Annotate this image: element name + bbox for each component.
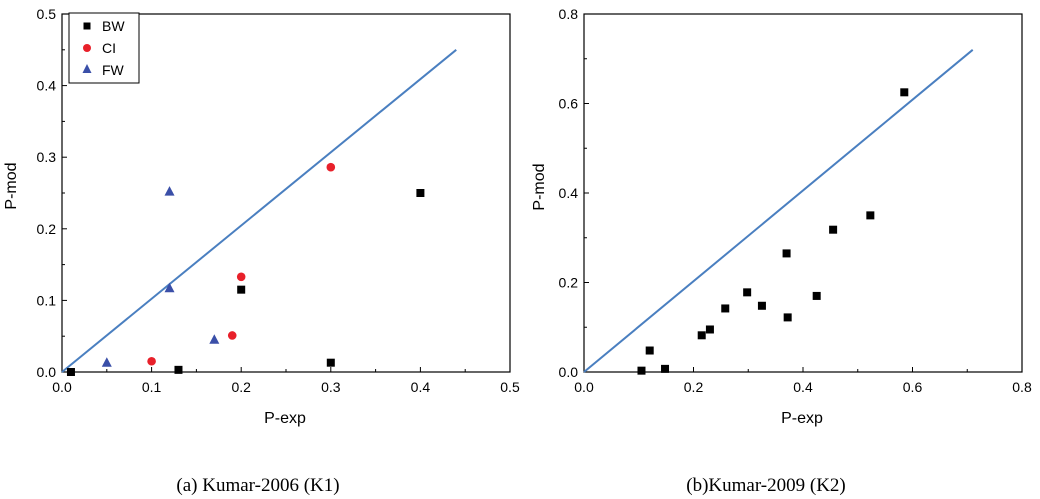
ci-point xyxy=(147,356,156,366)
caption-b: (b)Kumar-2009 (K2) xyxy=(686,475,846,496)
legend-label-ci: CI xyxy=(102,40,116,56)
y-tick-label: 0.0 xyxy=(559,364,579,380)
ci-point xyxy=(227,331,237,340)
y-tick-label: 0.5 xyxy=(37,6,57,22)
x-tick-label: 0.4 xyxy=(793,379,813,395)
x-tick-label: 0.6 xyxy=(903,379,923,395)
legend: BW CI FW xyxy=(68,12,140,84)
y-tick-label: 0.1 xyxy=(37,292,57,308)
data-point xyxy=(783,313,792,322)
y-axis-title-a: P-mod xyxy=(3,162,20,209)
x-axis-title-b: P-exp xyxy=(781,410,823,427)
chart-panel-a: 0.0 0.1 0.2 0.3 0.4 0.5 0.0 0.1 0.2 0.3 0.4 0.5 P-e… xyxy=(3,6,520,427)
ci-point xyxy=(236,272,246,282)
bw-point xyxy=(326,358,335,367)
data-point xyxy=(743,288,752,297)
x-tick-label: 0.0 xyxy=(574,379,594,395)
x-axis-title-a: P-exp xyxy=(264,410,306,427)
data-point xyxy=(829,225,838,234)
x-tick-label: 0.1 xyxy=(142,379,162,395)
y-tick-label: 0.2 xyxy=(559,275,579,291)
reference-line-a xyxy=(61,49,457,373)
y-tick-label: 0.8 xyxy=(559,6,579,22)
legend-marker-ci xyxy=(83,44,91,52)
bw-point xyxy=(66,368,75,376)
y-tick-label: 0.0 xyxy=(37,364,57,380)
fw-point xyxy=(164,282,175,293)
bw-point xyxy=(237,285,246,294)
data-marks-a xyxy=(61,49,457,376)
legend-marker-bw xyxy=(83,22,91,30)
fw-point xyxy=(101,357,112,367)
data-point xyxy=(757,301,766,310)
fw-point xyxy=(209,334,220,344)
x-tick-label: 0.4 xyxy=(411,379,431,395)
data-point xyxy=(782,249,791,258)
bw-point xyxy=(416,189,425,197)
data-point xyxy=(900,88,909,97)
y-tick-label: 0.4 xyxy=(37,78,57,94)
x-tick-label: 0.2 xyxy=(684,379,704,395)
ticks-a: 0.0 0.1 0.2 0.3 0.4 0.5 0.0 0.1 0.2 0.3 0.4 0.5 xyxy=(37,6,520,395)
data-point xyxy=(705,325,714,334)
y-tick-label: 0.3 xyxy=(37,149,57,165)
data-point xyxy=(721,304,730,313)
data-point xyxy=(866,211,875,220)
data-marks-b xyxy=(583,49,974,375)
data-point xyxy=(637,366,646,375)
fw-point xyxy=(164,186,175,196)
y-tick-label: 0.4 xyxy=(559,185,579,201)
ci-point xyxy=(326,162,336,172)
chart-panel-b: 0.0 0.2 0.4 0.6 0.8 0.0 0.2 0.4 0.6 0.8 P-exp P-m… xyxy=(531,6,1032,427)
legend-label-bw: BW xyxy=(102,18,125,34)
data-point xyxy=(661,364,670,373)
y-tick-label: 0.6 xyxy=(559,96,579,112)
data-point xyxy=(697,331,706,340)
legend-marker-fw xyxy=(82,64,92,73)
x-tick-label: 0.0 xyxy=(52,379,72,395)
x-tick-label: 0.3 xyxy=(321,379,341,395)
legend-box xyxy=(68,12,140,84)
x-tick-label: 0.5 xyxy=(500,379,520,395)
caption-a: (a) Kumar-2006 (K1) xyxy=(176,475,339,496)
bw-point xyxy=(174,365,183,374)
x-tick-label: 0.8 xyxy=(1012,379,1032,395)
data-point xyxy=(645,346,654,355)
reference-line-b xyxy=(583,49,974,373)
ticks-b: 0.0 0.2 0.4 0.6 0.8 0.0 0.2 0.4 0.6 0.8 xyxy=(559,6,1032,395)
x-tick-label: 0.2 xyxy=(231,379,251,395)
data-point xyxy=(812,291,821,300)
y-axis-title-b: P-mod xyxy=(531,163,548,210)
legend-label-fw: FW xyxy=(102,62,125,78)
y-tick-label: 0.2 xyxy=(37,221,57,237)
